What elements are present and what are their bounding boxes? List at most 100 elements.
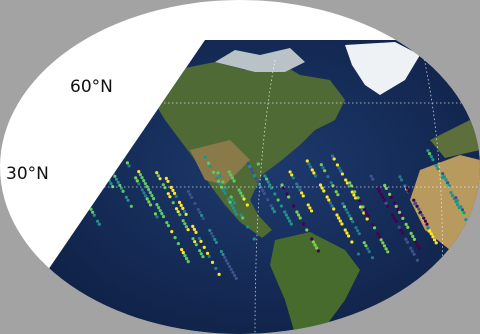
track-point (332, 157, 336, 161)
track-point (295, 210, 299, 214)
track-point (264, 177, 269, 181)
track-point (174, 194, 178, 198)
track-point (386, 250, 390, 254)
track-point (414, 240, 418, 244)
track-point (181, 219, 185, 223)
track-point (379, 238, 383, 242)
track-point (263, 174, 267, 178)
track-point (305, 159, 309, 163)
track-point (365, 217, 369, 221)
track-point (312, 171, 316, 175)
track-point (295, 182, 299, 186)
track-point (340, 172, 344, 176)
track-point (164, 176, 168, 180)
track-point (323, 169, 327, 173)
track-point (140, 175, 144, 180)
track-point (376, 186, 380, 190)
track-point (392, 216, 396, 220)
track-point (261, 189, 265, 193)
track-point (386, 204, 390, 208)
track-point (208, 228, 212, 233)
track-point (254, 177, 258, 181)
track-point (155, 215, 159, 219)
track-point (422, 216, 426, 220)
track-point (360, 208, 364, 212)
track-point (288, 219, 292, 223)
track-point (334, 190, 338, 194)
track-point (257, 183, 262, 187)
track-point (207, 254, 211, 258)
track-point (181, 206, 185, 210)
track-point (376, 232, 380, 236)
track-point (362, 211, 366, 215)
track-point (325, 195, 329, 199)
track-point (400, 231, 405, 235)
track-point (322, 189, 326, 193)
track-point (231, 270, 235, 275)
track-point (366, 214, 370, 218)
track-point (418, 210, 422, 214)
track-point (191, 224, 195, 228)
track-point (321, 166, 325, 170)
track-point (183, 222, 187, 226)
track-point (346, 211, 350, 215)
track-point (441, 172, 445, 176)
track-point (416, 243, 420, 247)
track-point (215, 176, 219, 180)
track-point (412, 252, 416, 256)
track-point (114, 177, 119, 181)
track-point (241, 216, 245, 220)
track-point (341, 202, 345, 206)
track-point (285, 192, 289, 196)
arctic-islands (215, 48, 305, 72)
track-point (229, 195, 233, 199)
track-point (171, 201, 175, 205)
track-point (184, 212, 188, 216)
track-point (138, 172, 143, 177)
track-point (352, 193, 356, 197)
track-point (218, 174, 222, 178)
track-point (291, 176, 295, 180)
track-point (384, 247, 388, 251)
track-point (224, 258, 228, 263)
track-point (229, 173, 233, 177)
track-point (309, 209, 314, 213)
track-point (397, 210, 402, 214)
track-point (287, 195, 291, 199)
track-point (436, 167, 440, 171)
track-point (166, 179, 170, 183)
track-point (289, 222, 293, 226)
track-point (291, 204, 296, 208)
track-point (394, 204, 398, 208)
track-point (365, 247, 370, 251)
track-point (197, 236, 201, 240)
track-point (232, 179, 236, 183)
track-point (283, 210, 287, 214)
track-point (313, 174, 318, 178)
track-point (398, 175, 402, 179)
track-point (429, 232, 433, 236)
track-point (350, 190, 354, 194)
track-point (311, 240, 315, 244)
track-point (182, 209, 187, 213)
track-point (140, 188, 144, 192)
track-point (142, 191, 146, 195)
track-point (150, 193, 154, 198)
track-point (223, 255, 227, 260)
track-point (349, 217, 353, 221)
track-point (417, 246, 421, 250)
track-point (332, 207, 336, 211)
track-point (168, 195, 172, 199)
track-point (328, 201, 333, 205)
track-point (405, 240, 410, 244)
track-point (134, 176, 138, 180)
track-point (240, 194, 244, 198)
track-point (266, 180, 270, 184)
track-point (404, 237, 408, 241)
track-point (231, 198, 235, 202)
track-point (308, 206, 312, 210)
track-point (472, 233, 476, 237)
track-point (176, 210, 180, 214)
track-point (186, 228, 190, 232)
